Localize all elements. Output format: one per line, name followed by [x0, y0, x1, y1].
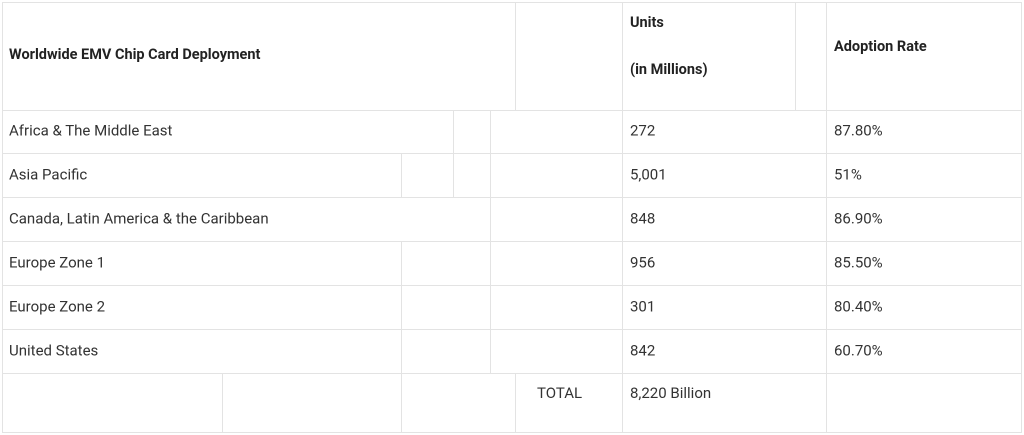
units: 842: [630, 341, 655, 359]
units: 956: [630, 253, 655, 271]
header-title: Worldwide EMV Chip Card Deployment: [9, 46, 261, 63]
adoption-rate: 87.80%: [834, 121, 883, 139]
region: Canada, Latin America & the Caribbean: [9, 209, 269, 227]
adoption-rate: 51%: [834, 165, 862, 183]
region: Europe Zone 1: [9, 253, 105, 271]
region: United States: [9, 341, 98, 359]
adoption-rate: 86.90%: [834, 209, 883, 227]
units: 5,001: [630, 165, 667, 183]
header-units: Units: [630, 14, 664, 31]
header-units-sub: (in Millions): [630, 61, 708, 78]
region: Europe Zone 2: [9, 297, 105, 315]
units: 301: [630, 297, 655, 315]
total-label: TOTAL: [537, 384, 582, 402]
adoption-rate: 80.40%: [834, 297, 883, 315]
units: 272: [630, 121, 655, 139]
total-value: 8,220 Billion: [630, 384, 711, 402]
header-rate: Adoption Rate: [834, 38, 927, 55]
adoption-rate: 85.50%: [834, 253, 883, 271]
region: Asia Pacific: [9, 165, 87, 183]
adoption-rate: 60.70%: [834, 341, 883, 359]
region: Africa & The Middle East: [9, 121, 173, 139]
units: 848: [630, 209, 655, 227]
